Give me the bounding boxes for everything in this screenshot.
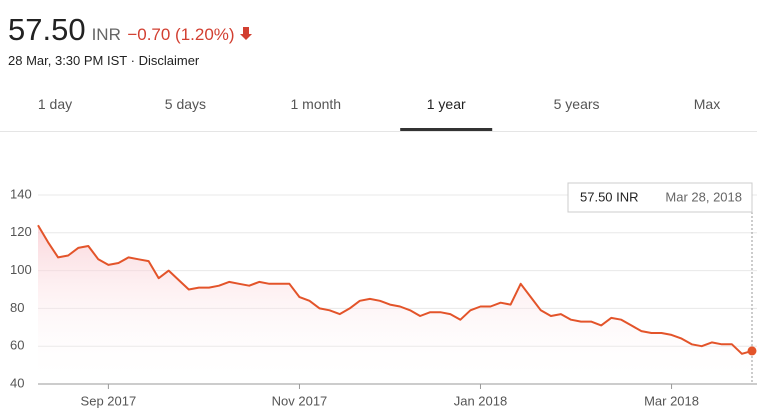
y-tick-label: 100 [10,262,32,277]
y-tick-label: 80 [10,300,24,315]
separator: · [130,53,135,68]
x-tick-label: Nov 2017 [272,393,328,408]
down-arrow [240,27,253,40]
quote-subline: 28 Mar, 3:30 PM IST · Disclaimer [8,53,199,68]
y-tick-label: 140 [10,186,32,201]
y-tick-label: 120 [10,224,32,239]
y-tick-label: 60 [10,338,24,353]
area-fill [38,225,752,384]
y-tick-label: 40 [10,375,24,390]
price-line [37,224,753,355]
range-tab[interactable]: Max [693,96,721,112]
x-tick-label: Sep 2017 [81,393,137,408]
tooltip-price: 57.50 INR [580,189,639,204]
hover-dot [747,346,757,356]
price: 57.50 [8,12,86,47]
tab-underline [400,128,493,131]
range-tab[interactable]: 5 years [553,96,600,112]
range-tab[interactable]: 1 year [426,96,466,112]
currency: INR [91,25,121,44]
disclaimer-link[interactable]: Disclaimer [138,53,200,68]
range-tab[interactable]: 1 month [290,96,342,112]
tooltip-box [567,182,753,213]
range-tab[interactable]: 1 day [37,96,73,112]
quote-header: 57.50 INR −0.70 (1.20%) [8,12,253,48]
price-change: −0.70 (1.20%) [127,25,235,44]
x-tick-label: Jan 2018 [454,393,508,408]
range-tab[interactable]: 5 days [164,96,207,112]
timestamp: 28 Mar, 3:30 PM IST [8,53,127,68]
x-tick-label: Mar 2018 [644,393,699,408]
tooltip-date: Mar 28, 2018 [665,189,742,204]
